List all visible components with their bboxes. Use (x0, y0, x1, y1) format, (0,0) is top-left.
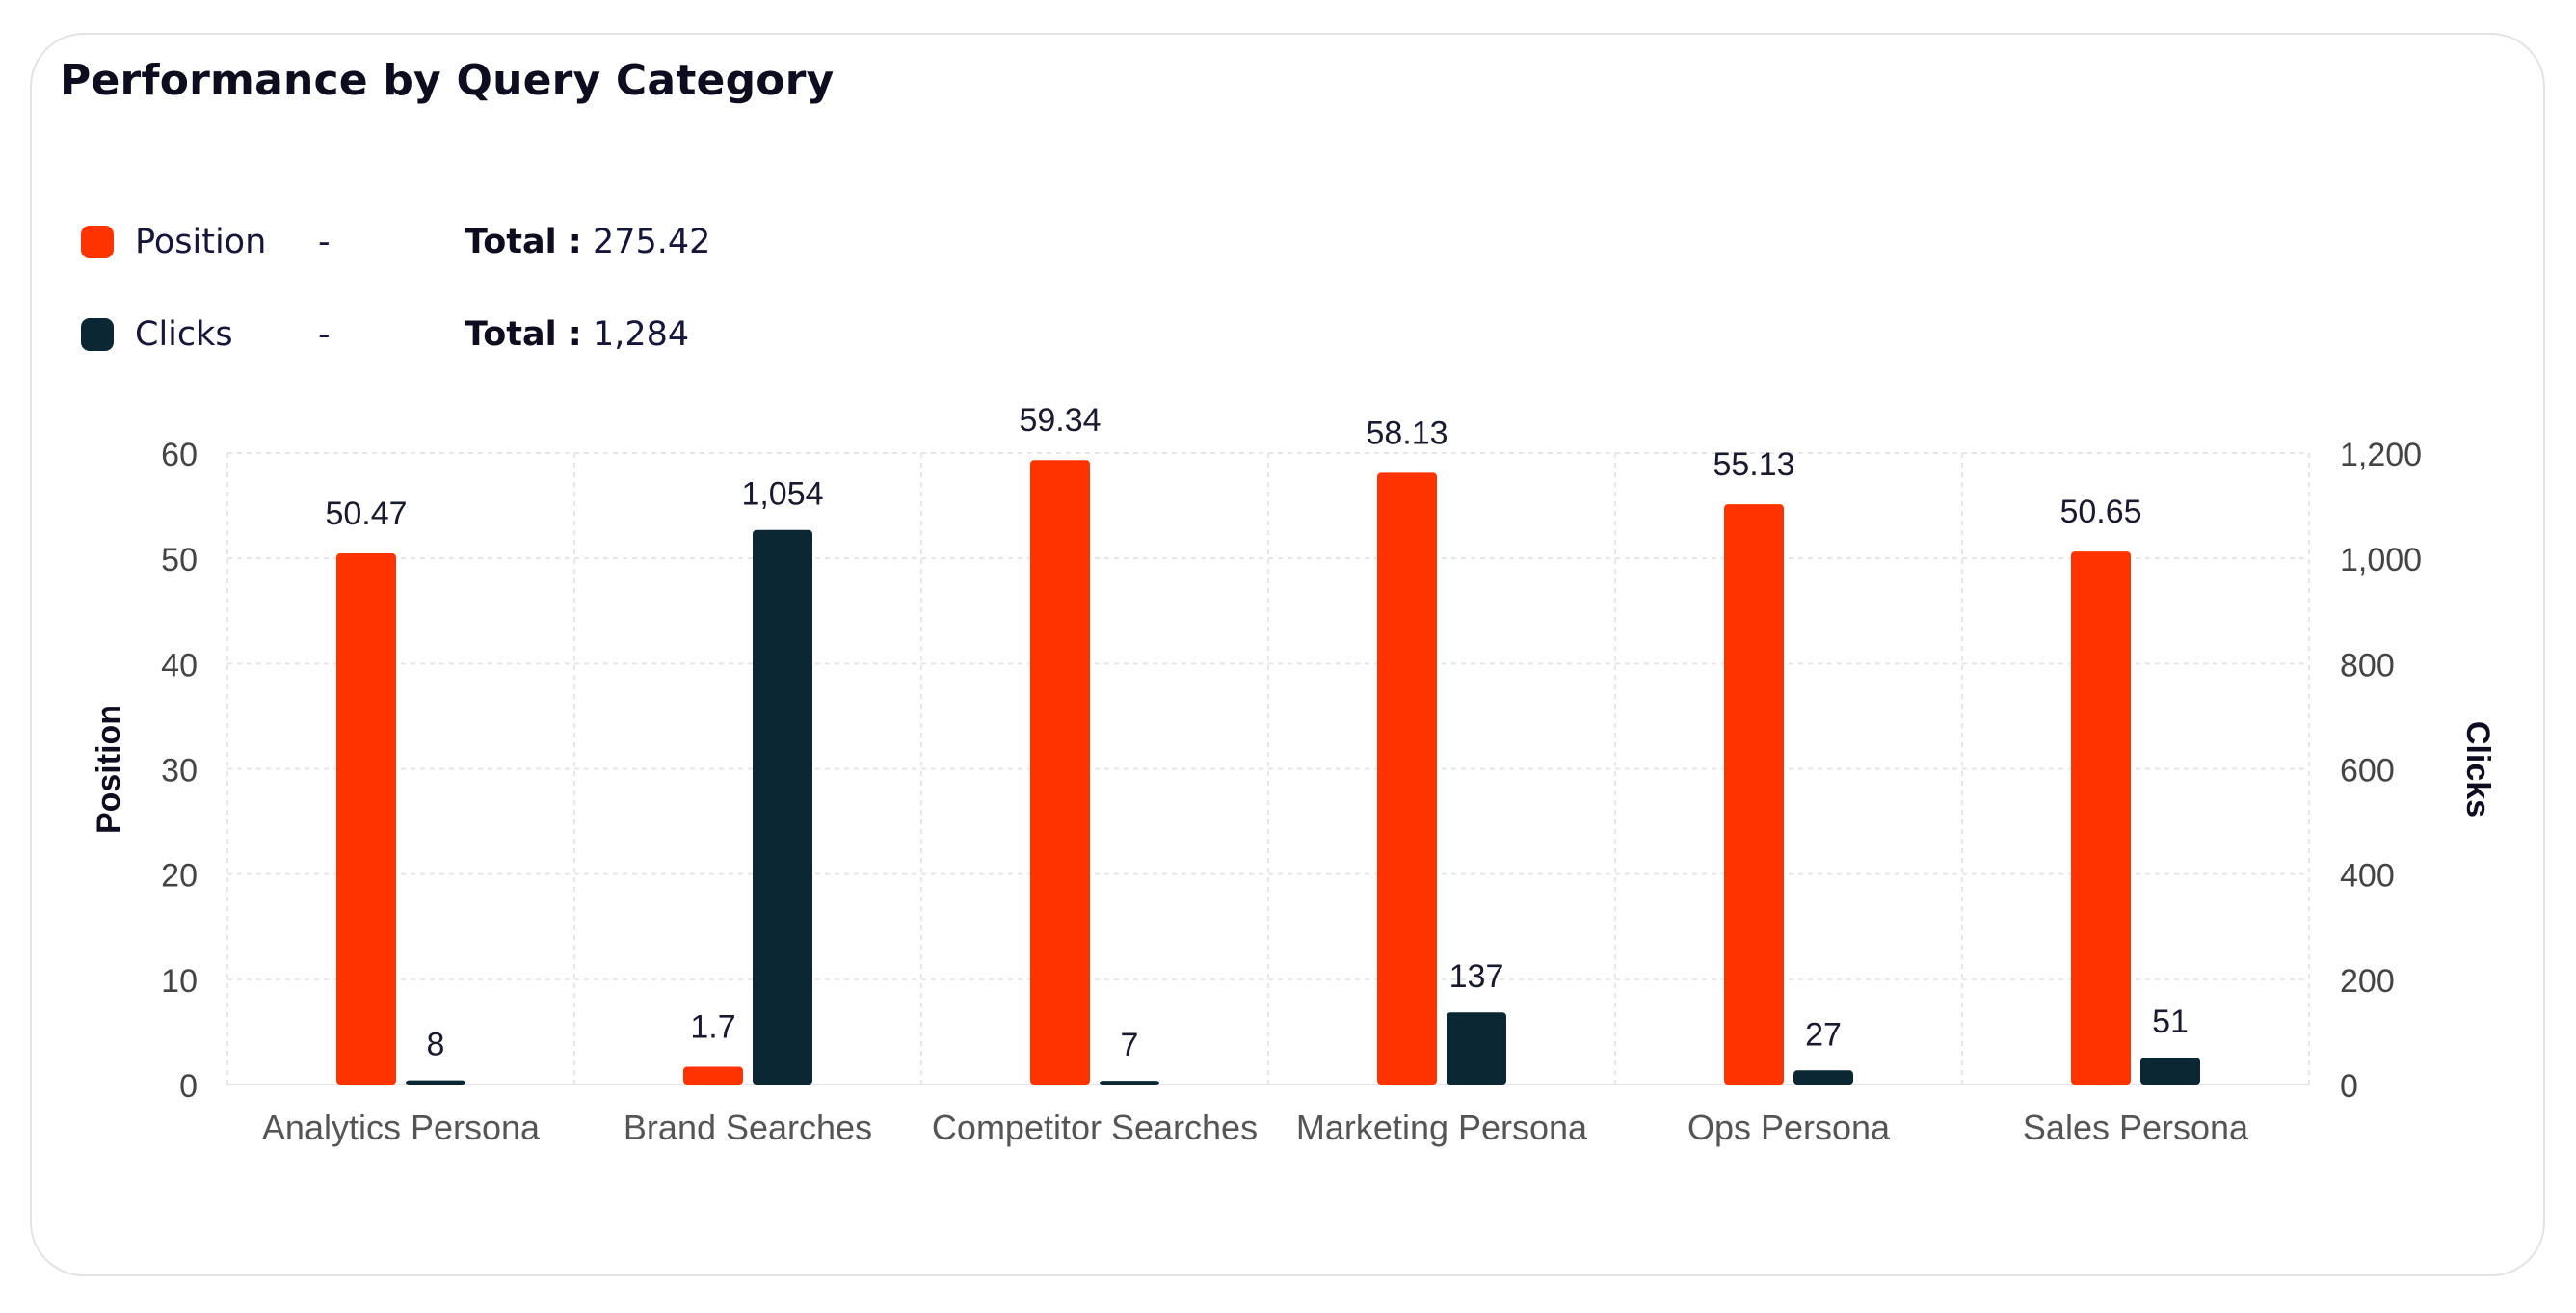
bar-position (683, 1066, 743, 1085)
x-tick-label: Marketing Persona (1296, 1108, 1588, 1147)
total-label: Total : (465, 223, 582, 261)
data-label-position: 50.47 (325, 496, 407, 532)
legend-dash: - (318, 223, 331, 261)
bar-position (1377, 472, 1437, 1085)
legend-dash: - (318, 315, 331, 354)
x-tick-label: Sales Persona (2023, 1108, 2249, 1147)
bar-clicks (1793, 1070, 1853, 1085)
bar-position (1030, 460, 1090, 1085)
data-label-clicks: 7 (1121, 1027, 1139, 1063)
position-swatch (81, 226, 114, 258)
y2-tick-label: 800 (2340, 647, 2395, 683)
y2-tick-label: 600 (2340, 753, 2395, 790)
y2-tick-label: 1,200 (2340, 437, 2422, 473)
clicks-swatch (81, 318, 114, 351)
data-label-position: 58.13 (1366, 415, 1447, 451)
y-tick-label: 20 (161, 858, 198, 895)
data-label-clicks: 1,054 (741, 476, 823, 513)
data-label-position: 50.65 (2059, 494, 2141, 530)
y2-tick-label: 400 (2340, 858, 2395, 895)
data-label-clicks: 8 (427, 1027, 445, 1063)
data-label-clicks: 51 (2152, 1004, 2189, 1040)
x-tick-label: Competitor Searches (932, 1108, 1258, 1147)
bar-clicks (1447, 1012, 1506, 1085)
x-tick-label: Brand Searches (624, 1108, 872, 1147)
legend-label: Clicks (135, 315, 233, 354)
total-value: 1,284 (592, 315, 690, 354)
y-tick-label: 0 (179, 1068, 198, 1105)
bar-position (2071, 551, 2131, 1085)
bar-clicks (753, 529, 812, 1085)
bar-clicks (406, 1080, 465, 1085)
total-label: Total : (465, 315, 582, 354)
y2-tick-label: 200 (2340, 963, 2395, 1000)
y-tick-label: 10 (161, 963, 198, 1000)
bar-clicks (1100, 1081, 1159, 1085)
y-tick-label: 50 (161, 542, 198, 578)
y-tick-label: 40 (161, 647, 198, 683)
y-tick-label: 30 (161, 753, 198, 790)
x-tick-label: Analytics Persona (262, 1108, 541, 1147)
legend-item-position[interactable]: Position - Total : 275.42 (81, 218, 710, 266)
y-axis-title: Position (91, 705, 127, 834)
data-label-position: 59.34 (1019, 402, 1101, 439)
y2-tick-label: 1,000 (2340, 542, 2422, 578)
legend-item-clicks[interactable]: Clicks - Total : 1,284 (81, 310, 689, 359)
legend-total: Total : 275.42 (465, 223, 710, 261)
data-label-position: 55.13 (1713, 446, 1794, 483)
total-value: 275.42 (592, 223, 711, 261)
legend-label: Position (135, 223, 267, 261)
data-label-position: 1.7 (690, 1008, 735, 1045)
x-tick-label: Ops Persona (1687, 1108, 1891, 1147)
data-label-clicks: 27 (1805, 1016, 1842, 1053)
data-label-clicks: 137 (1449, 958, 1504, 995)
y-tick-label: 60 (161, 437, 198, 473)
bar-position (336, 553, 396, 1085)
legend-total: Total : 1,284 (465, 315, 689, 354)
y2-tick-label: 0 (2340, 1068, 2358, 1105)
bar-position (1724, 504, 1784, 1085)
bar-clicks (2140, 1058, 2200, 1085)
chart-title: Performance by Query Category (60, 56, 835, 105)
y2-axis-title: Clicks (2459, 721, 2496, 817)
